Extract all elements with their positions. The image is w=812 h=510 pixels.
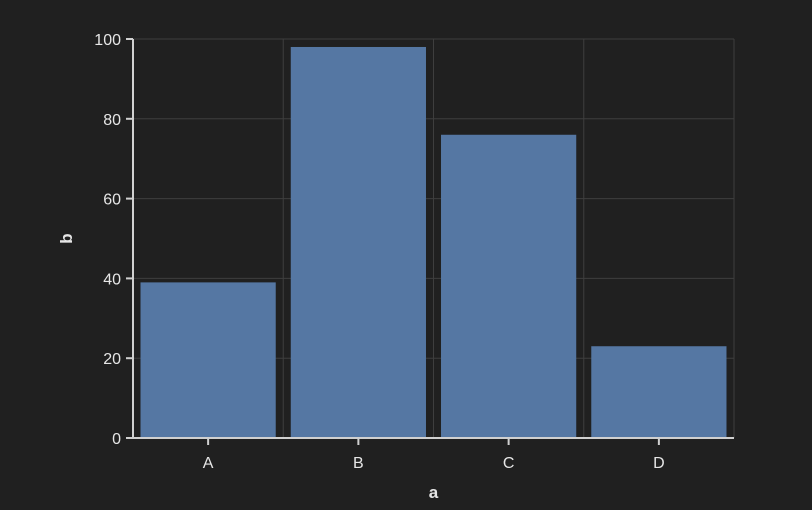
axes: 0 20 40 60 80 100 A B C D [94, 32, 734, 472]
x-tick-label: B [353, 455, 364, 472]
y-tick-label: 80 [103, 112, 121, 129]
y-tick-label: 0 [112, 431, 121, 448]
x-tick-label: A [203, 455, 214, 472]
grid [133, 38, 735, 439]
y-tick-label: 100 [94, 32, 121, 49]
bars [140, 46, 727, 438]
bar-b [290, 46, 426, 438]
y-tick-label: 20 [103, 351, 121, 368]
x-tick-label: D [653, 455, 665, 472]
y-tick-label: 40 [103, 271, 121, 288]
y-axis-title: b [57, 233, 76, 243]
x-axis-title: a [429, 483, 439, 502]
x-tick-label: C [503, 455, 515, 472]
bar-c [441, 134, 577, 438]
bar-d [591, 346, 727, 438]
bar-a [140, 282, 276, 438]
y-tick-label: 60 [103, 192, 121, 209]
